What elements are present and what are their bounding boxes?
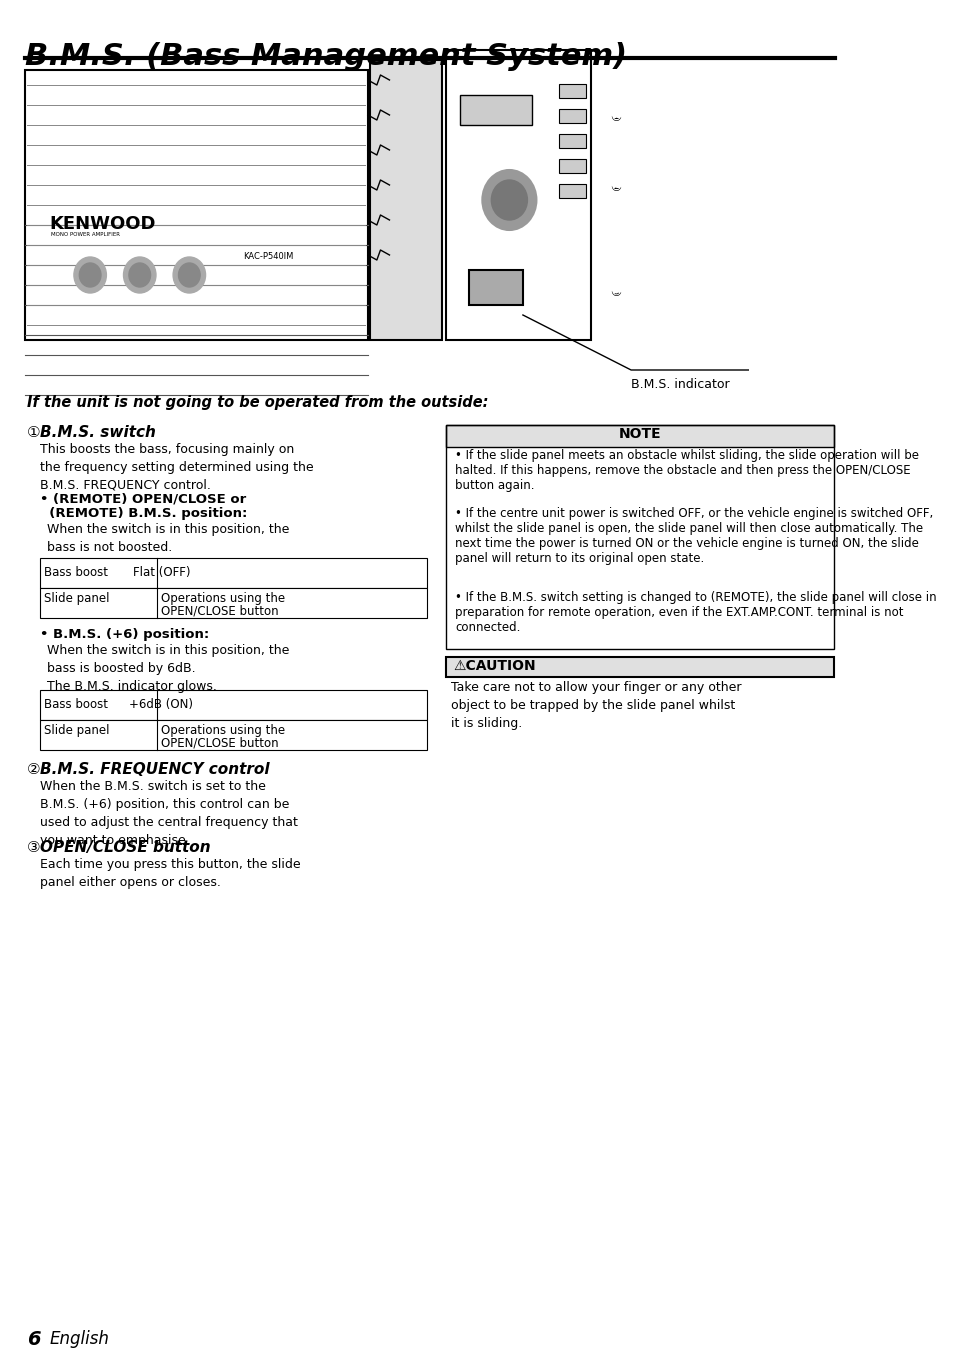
Text: Slide panel: Slide panel — [44, 724, 110, 737]
Text: B.M.S. switch: B.M.S. switch — [40, 425, 155, 440]
Circle shape — [172, 257, 205, 293]
Text: Bass boost: Bass boost — [44, 698, 108, 711]
Circle shape — [606, 268, 628, 291]
Text: NOTE: NOTE — [618, 427, 660, 440]
Bar — [446, 425, 833, 447]
Text: Operations using the: Operations using the — [161, 592, 285, 604]
Circle shape — [482, 169, 536, 230]
Text: OPEN/CLOSE button: OPEN/CLOSE button — [161, 736, 278, 749]
Circle shape — [606, 93, 628, 117]
Bar — [40, 690, 427, 720]
Text: Flat (OFF): Flat (OFF) — [132, 566, 190, 579]
Text: • If the slide panel meets an obstacle whilst sliding, the slide operation will : • If the slide panel meets an obstacle w… — [455, 449, 919, 492]
Bar — [558, 108, 585, 123]
Bar — [558, 159, 585, 173]
Bar — [25, 70, 368, 340]
Text: Slide panel: Slide panel — [44, 592, 110, 604]
Text: (REMOTE) B.M.S. position:: (REMOTE) B.M.S. position: — [40, 507, 247, 520]
Text: Bass boost: Bass boost — [44, 566, 108, 579]
Text: If the unit is not going to be operated from the outside:: If the unit is not going to be operated … — [27, 396, 488, 411]
Text: • (REMOTE) OPEN/CLOSE or: • (REMOTE) OPEN/CLOSE or — [40, 493, 246, 505]
Text: ⚠CAUTION: ⚠CAUTION — [453, 659, 536, 673]
Text: • If the centre unit power is switched OFF, or the vehicle engine is switched OF: • If the centre unit power is switched O… — [455, 507, 933, 565]
Text: MONO POWER AMPLIFIER: MONO POWER AMPLIFIER — [51, 232, 120, 237]
Bar — [558, 84, 585, 98]
Text: Each time you press this button, the slide
panel either opens or closes.: Each time you press this button, the sli… — [40, 858, 300, 889]
Bar — [40, 558, 427, 588]
Bar — [459, 95, 532, 125]
Text: B.M.S. indicator: B.M.S. indicator — [631, 378, 729, 392]
Circle shape — [73, 257, 107, 293]
Bar — [558, 184, 585, 198]
Text: When the B.M.S. switch is set to the
B.M.S. (+6) position, this control can be
u: When the B.M.S. switch is set to the B.M… — [40, 780, 297, 847]
Text: Take care not to allow your finger or any other
object to be trapped by the slid: Take care not to allow your finger or an… — [451, 682, 740, 730]
Circle shape — [178, 263, 200, 287]
Text: OPEN/CLOSE button: OPEN/CLOSE button — [161, 604, 278, 617]
Bar — [40, 588, 427, 618]
Bar — [468, 270, 522, 305]
Bar — [446, 50, 590, 340]
Text: OPEN/CLOSE button: OPEN/CLOSE button — [40, 840, 210, 855]
Circle shape — [79, 263, 101, 287]
Text: When the switch is in this position, the
bass is boosted by 6dB.
The B.M.S. indi: When the switch is in this position, the… — [47, 644, 289, 692]
Circle shape — [491, 180, 527, 220]
Circle shape — [123, 257, 155, 293]
Bar — [558, 134, 585, 148]
Text: ②: ② — [27, 762, 46, 776]
Text: B.M.S. (Bass Management System): B.M.S. (Bass Management System) — [25, 42, 627, 70]
Text: Operations using the: Operations using the — [161, 724, 285, 737]
Circle shape — [606, 163, 628, 187]
Circle shape — [129, 263, 151, 287]
Text: KENWOOD: KENWOOD — [50, 215, 156, 233]
Bar — [369, 60, 441, 340]
Text: • If the B.M.S. switch setting is changed to (REMOTE), the slide panel will clos: • If the B.M.S. switch setting is change… — [455, 591, 936, 634]
Text: ①: ① — [27, 425, 46, 440]
Text: B.M.S. FREQUENCY control: B.M.S. FREQUENCY control — [40, 762, 269, 776]
Text: English: English — [50, 1331, 110, 1348]
Text: ③: ③ — [27, 840, 46, 855]
Bar — [446, 425, 833, 649]
Bar — [45, 190, 207, 251]
Bar — [40, 720, 427, 751]
Text: KAC-P540lM: KAC-P540lM — [243, 252, 294, 262]
Text: +6dB (ON): +6dB (ON) — [130, 698, 193, 711]
Text: ①: ① — [610, 111, 620, 125]
Text: ②: ② — [610, 182, 620, 194]
Text: ③: ③ — [610, 286, 620, 299]
Text: • B.M.S. (+6) position:: • B.M.S. (+6) position: — [40, 627, 209, 641]
Text: This boosts the bass, focusing mainly on
the frequency setting determined using : This boosts the bass, focusing mainly on… — [40, 443, 313, 492]
Bar — [446, 657, 833, 678]
Text: When the switch is in this position, the
bass is not boosted.: When the switch is in this position, the… — [47, 523, 289, 554]
Text: 6: 6 — [27, 1331, 41, 1350]
